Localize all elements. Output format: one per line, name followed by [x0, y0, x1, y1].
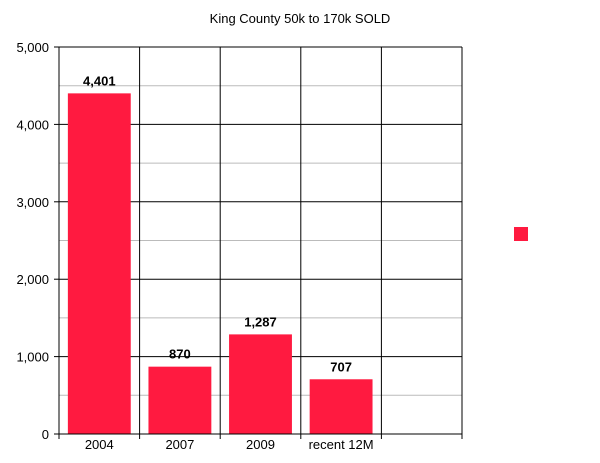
bar-2004 [67, 93, 131, 434]
axes [54, 46, 463, 439]
x-tick-label: 2007 [165, 437, 194, 452]
y-tick-label: 4,000 [16, 117, 49, 132]
x-tick-label: 2004 [85, 437, 114, 452]
y-tick-label: 5,000 [16, 40, 49, 55]
y-tick-label: 0 [42, 427, 49, 442]
y-tick-labels: 0 1,000 2,000 3,000 4,000 5,000 [16, 40, 49, 442]
bar-2009 [229, 334, 292, 434]
data-label: 1,287 [244, 314, 277, 329]
data-label: 870 [169, 347, 191, 362]
bar-recent 12M [309, 379, 373, 434]
data-label: 4,401 [83, 73, 116, 88]
y-tick-label: 2,000 [16, 272, 49, 287]
x-tick-label: recent 12M [309, 437, 374, 452]
data-labels: 4,401 870 1,287 707 [83, 73, 352, 374]
chart-title: King County 50k to 170k SOLD [210, 11, 391, 26]
x-tick-labels: 2004 2007 2009 recent 12M [85, 437, 374, 452]
y-tick-label: 1,000 [16, 350, 49, 365]
x-tick-label: 2009 [246, 437, 275, 452]
data-label: 707 [330, 359, 352, 374]
bars [67, 93, 373, 434]
bar-2007 [148, 366, 212, 434]
legend-swatch [514, 227, 528, 241]
y-tick-label: 3,000 [16, 195, 49, 210]
